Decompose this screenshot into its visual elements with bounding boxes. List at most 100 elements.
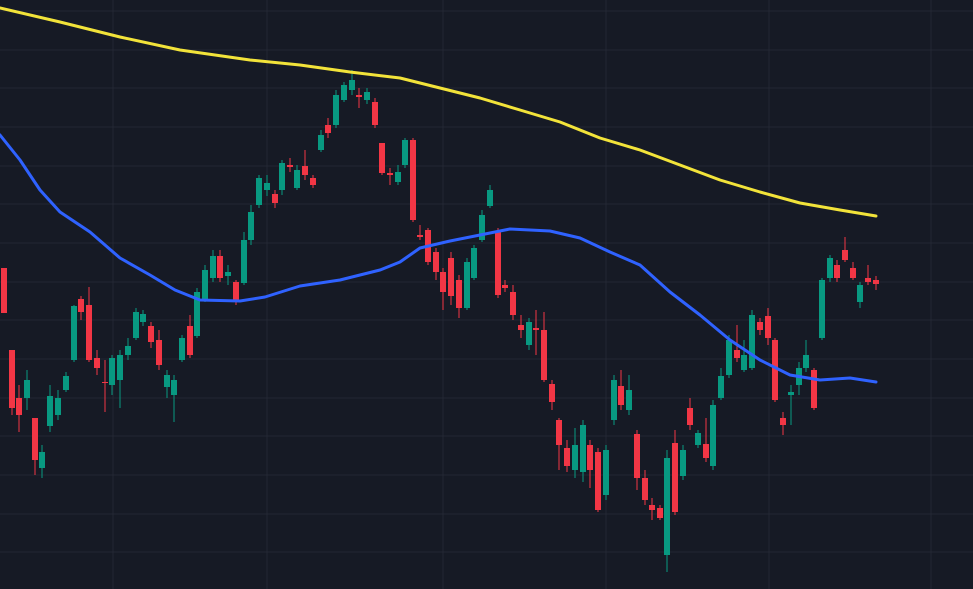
candle-body [225,272,231,276]
candle-body [402,140,408,165]
candle-body [695,433,701,445]
candle-body [341,85,347,100]
candle-body [541,330,547,380]
candle-body [580,425,586,472]
candle-body [811,370,817,408]
candle-body [39,452,45,468]
candle-body [827,258,833,278]
candle-body [710,405,716,466]
candle-body [741,355,747,370]
moving-average-line [0,133,878,384]
candle-body [649,505,655,510]
candle-body [318,135,324,150]
candle-body [626,390,632,410]
candle-body [734,350,740,358]
candle-body [241,240,247,283]
candle-body [264,183,270,190]
candle-body [164,375,170,387]
candle-body [55,398,61,415]
candle-body [533,328,539,330]
candle-body [109,358,115,385]
candle-body [272,194,278,203]
candle-body [718,376,724,398]
candle-body [857,285,863,302]
candle-body [772,340,778,400]
candle-body [518,325,524,330]
candle-body [873,280,879,284]
candle-body [364,92,370,100]
candle-body [202,270,208,300]
candle-body [642,478,648,500]
candle-body [287,165,293,167]
candle-body [526,322,532,345]
candle-body [433,252,439,272]
candle-body [179,338,185,360]
candle-body [310,178,316,185]
candle-body [372,102,378,125]
candle-body [471,248,477,278]
candle-body [564,448,570,466]
candle-body [556,420,562,445]
moving-average-line [0,6,878,218]
candle-body [210,256,216,278]
candle-body [819,280,825,338]
candle-body [664,458,670,555]
candle-body [86,305,92,360]
candle-body [634,434,640,478]
candle-body [233,282,239,300]
candle-body [379,143,385,173]
candle-body [479,215,485,240]
candle-body [757,322,763,330]
candle-body [171,380,177,395]
candle-body [549,384,555,402]
candle-body [1,268,7,313]
candle-body [603,450,609,495]
candle-body [456,280,462,308]
candle-body [834,265,840,278]
candle-body [618,386,624,405]
candle-body [63,376,69,390]
candle-body [387,173,393,175]
candle-body [587,445,593,470]
candle-body [47,396,53,426]
candle-body [842,250,848,260]
candle-body [117,355,123,380]
candle-body [333,95,339,125]
candle-body [495,232,501,295]
candle-body [803,355,809,368]
candle-body [611,380,617,420]
candle-body [133,312,139,338]
candle-body [24,380,30,398]
candle-body [256,178,262,205]
candle-body [248,212,254,240]
candle-body [502,285,508,288]
candle-body [187,326,193,355]
candle-body [572,445,578,470]
candle-body [71,306,77,360]
candle-body [395,172,401,182]
candle-body [680,450,686,476]
candle-body [448,258,454,296]
candle-body [156,340,162,365]
candle-body [703,444,709,458]
candle-body [9,350,15,408]
candle-body [140,314,146,322]
candle-body [726,340,732,375]
candle-body [464,262,470,308]
candle-body [279,163,285,190]
candle-body [780,418,786,425]
candle-body [595,452,601,510]
candle-body [325,125,331,133]
candle-body [294,170,300,188]
candle-body [749,315,755,368]
candle-body [788,392,794,395]
candle-body [657,508,663,518]
candle-body [672,443,678,512]
candle-body [217,256,223,278]
candle-body [510,292,516,315]
candle-body [125,346,131,355]
candle-body [487,190,493,206]
